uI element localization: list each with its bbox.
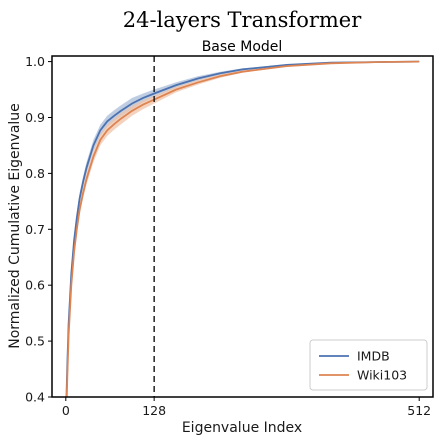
x-tick-label: 512 (407, 403, 431, 418)
y-tick-label: 1.0 (25, 54, 45, 69)
series-line-0 (65, 60, 420, 397)
x-axis-label: Eigenvalue Index (182, 420, 302, 436)
legend: IMDB Wiki103 (309, 339, 428, 391)
legend-box (309, 339, 428, 391)
y-tick-label: 0.9 (25, 110, 45, 125)
plot-frame (51, 55, 434, 398)
y-tick-label: 0.6 (25, 278, 45, 293)
x-tick-label: 0 (62, 403, 70, 418)
legend-label: Wiki103 (357, 368, 407, 383)
y-tick-label: 0.8 (25, 166, 45, 181)
legend-label: IMDB (357, 349, 390, 364)
chart-subtitle: Base Model (202, 39, 283, 55)
y-tick-label: 0.5 (25, 334, 45, 349)
y-tick-label: 0.7 (25, 222, 45, 237)
y-axis-label: Normalized Cumulative Eigenvalue (7, 103, 23, 349)
x-tick-label: 128 (142, 403, 166, 418)
chart-title: 24-layers Transformer (123, 8, 362, 32)
y-tick-label: 0.4 (25, 390, 45, 405)
series-line-1 (65, 60, 420, 397)
